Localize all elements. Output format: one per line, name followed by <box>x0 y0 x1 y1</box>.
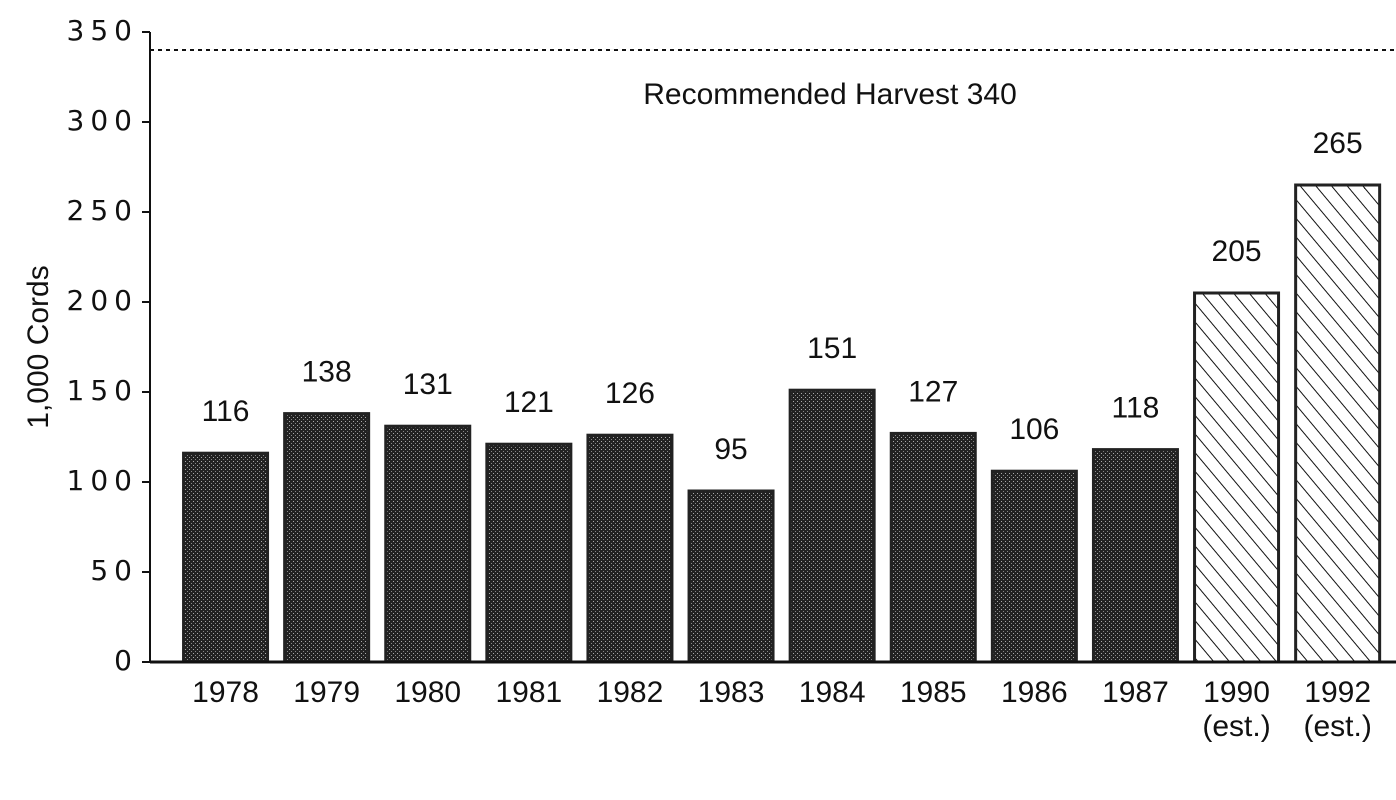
bar <box>1193 291 1281 664</box>
x-tick-label: 1981 <box>495 676 562 709</box>
value-label: 126 <box>605 377 655 410</box>
y-tick-label: 200 <box>67 284 138 317</box>
y-tick-label: 150 <box>67 374 138 407</box>
y-axis-label: 1,000 Cords <box>22 265 55 428</box>
value-label: 116 <box>202 395 250 428</box>
value-label: 121 <box>504 386 554 419</box>
x-tick-label: 1978 <box>192 676 259 709</box>
bar <box>788 388 876 664</box>
reference-label: Recommended Harvest 340 <box>643 78 1017 111</box>
bar <box>687 489 775 664</box>
value-label: 118 <box>1112 392 1160 425</box>
x-tick-label: 1979 <box>293 676 360 709</box>
x-tick-label: 1984 <box>799 676 866 709</box>
x-tick-label: 1992 (est.) <box>1303 676 1371 743</box>
x-tick-label: 1982 <box>597 676 664 709</box>
x-tick-label: 1986 <box>1001 676 1068 709</box>
x-tick-label: 1980 <box>394 676 461 709</box>
bar <box>182 451 270 664</box>
value-label: 205 <box>1212 235 1262 268</box>
bar <box>485 442 573 664</box>
bar <box>889 431 977 664</box>
value-label: 95 <box>714 433 747 466</box>
bar <box>586 433 674 664</box>
value-label: 106 <box>1009 413 1059 446</box>
bar <box>990 469 1078 664</box>
y-tick-label: 50 <box>90 554 138 587</box>
value-label: 131 <box>403 368 453 401</box>
bar <box>1294 183 1382 664</box>
value-label: 151 <box>807 332 857 365</box>
value-label: 127 <box>908 375 958 408</box>
y-tick-label: 300 <box>67 104 138 137</box>
value-label: 265 <box>1313 127 1363 160</box>
x-tick-label: 1983 <box>698 676 765 709</box>
y-tick-label: 100 <box>67 464 138 497</box>
bar <box>384 424 472 664</box>
y-tick-label: 250 <box>67 194 138 227</box>
x-tick-label: 1987 <box>1102 676 1169 709</box>
y-tick-label: 350 <box>67 14 138 47</box>
bar <box>1091 448 1179 664</box>
x-tick-label: 1985 <box>900 676 967 709</box>
bar <box>283 412 371 664</box>
y-tick-label: 0 <box>114 644 138 677</box>
value-label: 138 <box>302 356 352 389</box>
x-tick-label: 1990 (est.) <box>1202 676 1270 743</box>
